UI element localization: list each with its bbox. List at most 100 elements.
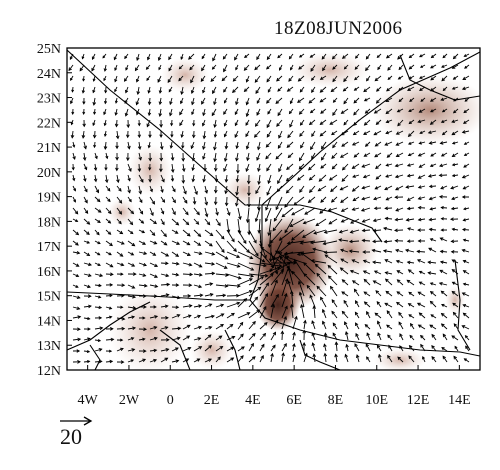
shading-north-east bbox=[290, 52, 370, 88]
wind-vector bbox=[427, 260, 437, 265]
wind-vector bbox=[281, 292, 288, 308]
wind-vector bbox=[327, 207, 338, 212]
wind-vector bbox=[321, 141, 327, 150]
wind-vector bbox=[363, 97, 371, 102]
wind-vector bbox=[226, 323, 234, 330]
wind-vector bbox=[372, 239, 382, 244]
wind-vector bbox=[138, 207, 144, 215]
wind-vector bbox=[418, 163, 426, 168]
wind-vector bbox=[440, 185, 448, 190]
wind-vector bbox=[204, 314, 215, 319]
wind-vector bbox=[296, 97, 305, 103]
wind-vector bbox=[72, 185, 76, 192]
wind-vector bbox=[126, 152, 130, 162]
wind-vector bbox=[257, 163, 261, 172]
wind-vector bbox=[127, 294, 137, 299]
wind-vector bbox=[180, 53, 184, 60]
wind-vector bbox=[365, 343, 371, 352]
wind-vector bbox=[248, 276, 265, 286]
wind-vector bbox=[416, 302, 426, 308]
wind-vector bbox=[202, 141, 206, 150]
wind-vector bbox=[461, 248, 470, 253]
wind-vector bbox=[149, 358, 158, 363]
wind-vector bbox=[377, 64, 382, 71]
wind-vector bbox=[72, 262, 80, 267]
wind-vector bbox=[259, 282, 269, 297]
wind-vector bbox=[232, 86, 239, 94]
wind-vector bbox=[430, 64, 437, 69]
wind-vector bbox=[453, 323, 459, 330]
wind-vector bbox=[94, 305, 103, 310]
wind-vector bbox=[272, 218, 283, 232]
wind-vector bbox=[297, 75, 305, 82]
border-line bbox=[249, 205, 263, 301]
wind-vector bbox=[291, 270, 305, 286]
border-line bbox=[262, 204, 383, 243]
wind-vector bbox=[223, 163, 228, 172]
wind-vector bbox=[215, 346, 224, 352]
wind-vector bbox=[462, 303, 470, 308]
wind-vector bbox=[148, 152, 152, 162]
wind-vector bbox=[277, 86, 283, 92]
wind-vector bbox=[315, 218, 327, 227]
wind-vector bbox=[72, 284, 79, 288]
wind-vector bbox=[256, 97, 261, 104]
wind-vector bbox=[417, 119, 426, 124]
wind-vector bbox=[431, 333, 437, 341]
wind-vector bbox=[149, 326, 158, 330]
wind-vector bbox=[287, 280, 294, 297]
wind-vector bbox=[311, 342, 316, 352]
wind-vector bbox=[160, 282, 171, 287]
wind-vector bbox=[158, 86, 163, 94]
wind-vector bbox=[182, 240, 191, 246]
wind-vector bbox=[373, 108, 382, 114]
wind-vector bbox=[374, 152, 382, 158]
wind-vector bbox=[279, 256, 294, 275]
wind-vector bbox=[215, 356, 221, 363]
wind-vector bbox=[159, 163, 163, 173]
wind-vector bbox=[171, 314, 181, 319]
wind-vector bbox=[105, 196, 111, 203]
wind-vector bbox=[291, 229, 305, 241]
wind-vector bbox=[138, 327, 148, 332]
wind-vector bbox=[188, 53, 195, 60]
wind-vector bbox=[135, 97, 140, 106]
wind-vector bbox=[160, 218, 165, 226]
wind-vector bbox=[439, 163, 448, 168]
wind-vector bbox=[323, 343, 327, 352]
lat-tick-label: 22N bbox=[37, 116, 61, 131]
wind-vector bbox=[328, 174, 338, 181]
wind-vector bbox=[281, 352, 285, 363]
wind-vector bbox=[372, 260, 382, 265]
wind-vector bbox=[104, 163, 108, 171]
wind-vector bbox=[149, 207, 154, 217]
border-line bbox=[261, 51, 480, 206]
wind-vector bbox=[396, 270, 404, 275]
wind-vector bbox=[286, 163, 294, 171]
wind-vector bbox=[159, 152, 164, 162]
wind-vector bbox=[226, 251, 241, 258]
wind-vector bbox=[288, 53, 294, 60]
wind-vector bbox=[418, 141, 426, 145]
wind-vector bbox=[83, 337, 91, 341]
wind-vector bbox=[398, 97, 404, 103]
wind-vector bbox=[428, 141, 437, 145]
wind-vector bbox=[202, 152, 206, 160]
wind-vector bbox=[105, 359, 114, 364]
wind-vector bbox=[138, 152, 142, 161]
vector-scale-label: 20 bbox=[60, 424, 82, 449]
wind-vector bbox=[406, 163, 415, 167]
wind-vector bbox=[105, 293, 113, 298]
wind-vector bbox=[149, 196, 156, 205]
wind-vector bbox=[226, 262, 241, 268]
wind-vector bbox=[353, 152, 360, 158]
wind-vector bbox=[190, 141, 195, 150]
wind-vector bbox=[306, 284, 316, 297]
wind-vector bbox=[419, 64, 426, 68]
wind-vector bbox=[237, 262, 255, 271]
plot-frame bbox=[66, 47, 481, 371]
wind-vector bbox=[450, 250, 459, 254]
wind-vector bbox=[224, 174, 229, 183]
wind-vector bbox=[215, 240, 225, 253]
wind-vector bbox=[167, 75, 173, 84]
